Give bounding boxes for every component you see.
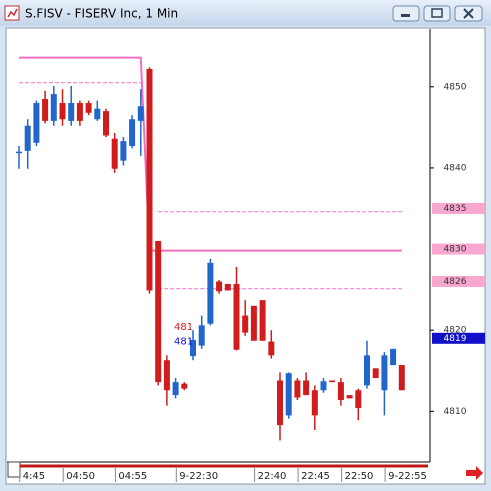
x-tick-label: 22:45 [301, 471, 330, 482]
window-title: S.FISV - FISERV Inc, 1 Min [25, 7, 178, 21]
candle-body [129, 119, 136, 147]
line-label: 481 [174, 322, 193, 333]
minimize-button[interactable] [392, 5, 420, 22]
line-label: 481 [174, 336, 193, 347]
candle-body [311, 390, 318, 416]
indicator-line [19, 56, 402, 252]
candle-body [111, 138, 118, 169]
candle-body [120, 141, 127, 161]
x-tick-label: 4:45 [23, 471, 45, 482]
candle-body [303, 380, 310, 396]
x-tick-label: 22:50 [345, 471, 374, 482]
x-tick-label: 04:55 [118, 471, 147, 482]
candle-body [146, 68, 153, 291]
candle-body [329, 380, 336, 383]
candle-body [250, 305, 257, 341]
candle-body [198, 325, 205, 346]
scroll-right-arrow[interactable] [466, 466, 483, 480]
candle-body [320, 381, 327, 391]
candle-body [355, 390, 362, 409]
x-tick-label: 04:50 [66, 471, 95, 482]
indicator-line [19, 82, 402, 213]
y-tick-label: 4850 [444, 82, 467, 92]
x-tick-label: 9-22:30 [179, 471, 218, 482]
app-icon-graph [7, 8, 18, 18]
candle-body [94, 108, 101, 120]
maximize-button[interactable] [423, 5, 451, 22]
candle-body [372, 368, 379, 379]
x-tick-label: 9-22:55 [388, 471, 427, 482]
candle-body [76, 103, 83, 121]
candle-body [364, 355, 370, 386]
candle-body [50, 94, 57, 121]
y-tick-label: 4810 [444, 407, 467, 417]
close-button[interactable] [454, 5, 483, 22]
candle-body [224, 283, 231, 291]
candle-body [277, 380, 283, 426]
candle-body [172, 382, 179, 396]
candle-body [268, 341, 275, 356]
candle-body [103, 111, 109, 136]
price-box-label: 4826 [444, 277, 467, 287]
candle-body [85, 103, 92, 113]
client-area [5, 27, 486, 485]
candle-body [181, 383, 188, 389]
candle-body [398, 365, 405, 391]
y-tick-label: 4820 [444, 326, 467, 336]
candle-body [259, 300, 266, 341]
candle-body [16, 151, 22, 154]
last-price-box [432, 332, 485, 344]
candle-body [190, 339, 196, 357]
candle-body [390, 348, 397, 366]
price-box [432, 202, 485, 214]
price-box-label: 4835 [444, 204, 467, 214]
scroll-box[interactable] [7, 461, 21, 478]
candle-body [294, 380, 301, 398]
candle-body [42, 98, 49, 121]
candle-body [346, 395, 353, 399]
candle-body [233, 283, 240, 350]
candle-body [207, 262, 214, 324]
price-box-label: 4830 [444, 245, 467, 255]
x-tick-label: 22:40 [258, 471, 287, 482]
candle-body [137, 106, 144, 121]
last-price-label: 4819 [444, 334, 467, 344]
price-box [432, 243, 485, 255]
candle-body [163, 360, 170, 391]
candle-body [24, 125, 31, 151]
candle-body [68, 103, 75, 121]
candle-body [155, 240, 162, 383]
candle-body [381, 355, 388, 391]
candle-body [216, 281, 223, 292]
price-box [432, 276, 485, 288]
candle-body [59, 103, 66, 120]
candle-body [285, 373, 292, 416]
candle-body [337, 382, 344, 400]
candle-body [242, 315, 249, 333]
y-tick-label: 4840 [444, 163, 467, 173]
candle-body [33, 103, 40, 143]
